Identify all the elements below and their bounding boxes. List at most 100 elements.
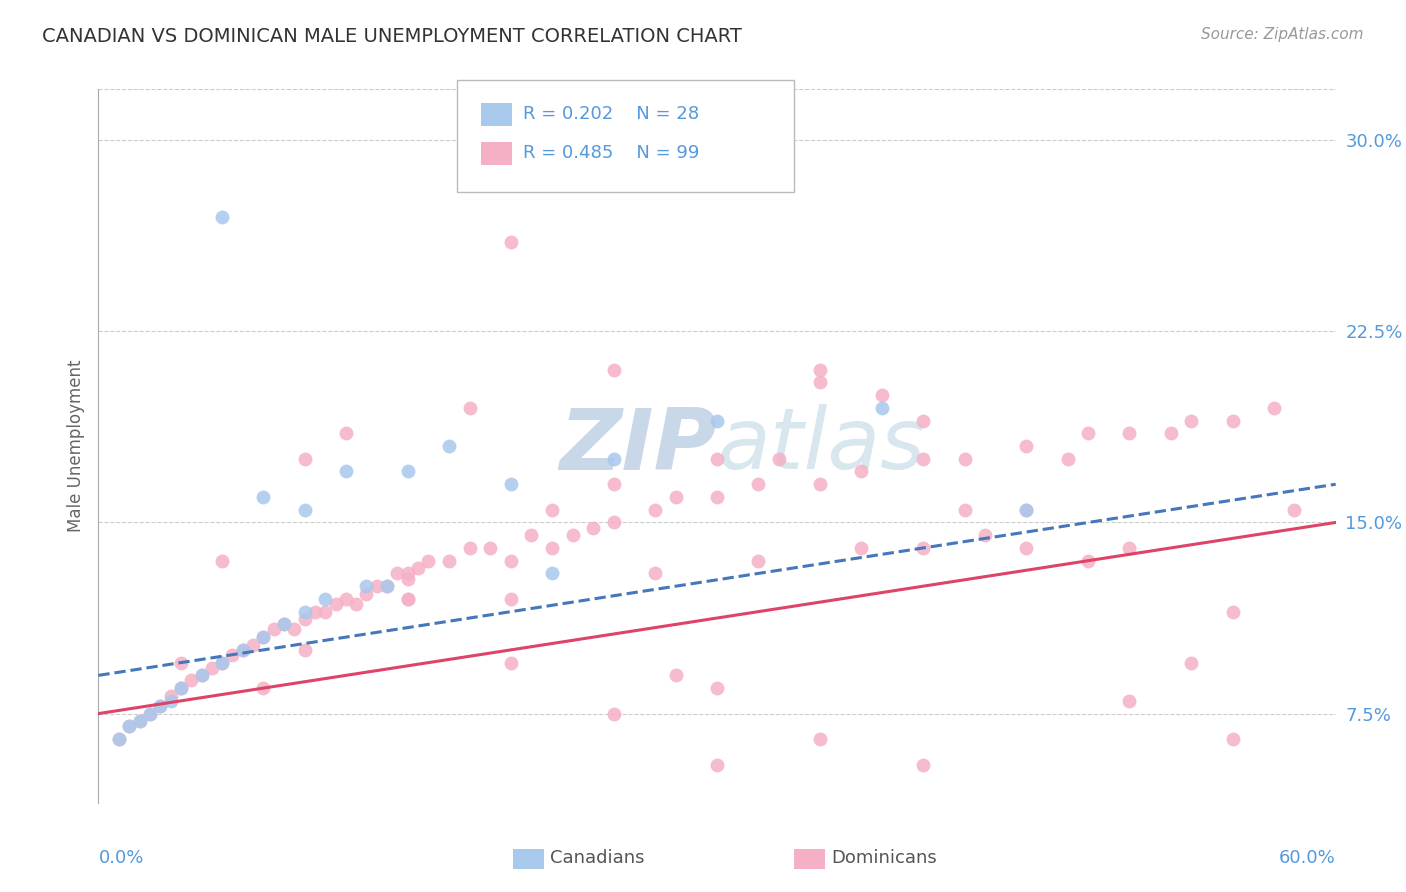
Point xyxy=(375,579,398,593)
Point xyxy=(273,617,295,632)
Point xyxy=(1263,401,1285,415)
Point xyxy=(211,210,233,224)
Point xyxy=(252,490,274,504)
Point xyxy=(252,630,274,644)
Point xyxy=(603,706,626,721)
Point xyxy=(211,554,233,568)
Point xyxy=(325,597,347,611)
Point xyxy=(396,465,419,479)
Point xyxy=(335,591,357,606)
Point xyxy=(458,541,481,555)
Text: R = 0.485    N = 99: R = 0.485 N = 99 xyxy=(523,145,699,162)
Point xyxy=(644,502,666,516)
Point xyxy=(314,591,336,606)
Point xyxy=(190,668,212,682)
Point xyxy=(499,477,522,491)
Point xyxy=(406,561,429,575)
Point xyxy=(396,591,419,606)
Point xyxy=(603,477,626,491)
Point xyxy=(458,401,481,415)
Point xyxy=(366,579,388,593)
Point xyxy=(541,541,564,555)
Point xyxy=(808,477,831,491)
Text: 0.0%: 0.0% xyxy=(98,848,143,867)
Point xyxy=(603,451,626,466)
Point xyxy=(242,638,264,652)
Point xyxy=(1222,732,1244,747)
Point xyxy=(108,732,131,747)
Point xyxy=(335,426,357,441)
Point xyxy=(768,451,790,466)
Point xyxy=(344,597,367,611)
Point xyxy=(1118,541,1140,555)
Point xyxy=(1015,541,1038,555)
Point xyxy=(808,362,831,376)
Point xyxy=(170,656,193,670)
Point xyxy=(201,661,224,675)
Point xyxy=(541,502,564,516)
Point xyxy=(706,757,728,772)
Point xyxy=(1180,413,1202,427)
Point xyxy=(747,554,769,568)
Point xyxy=(603,516,626,530)
Point xyxy=(396,572,419,586)
Text: Dominicans: Dominicans xyxy=(831,849,936,867)
Point xyxy=(1222,413,1244,427)
Point xyxy=(437,439,460,453)
Point xyxy=(582,520,605,534)
Point xyxy=(263,623,285,637)
Point xyxy=(118,719,141,733)
Text: 60.0%: 60.0% xyxy=(1279,848,1336,867)
Point xyxy=(437,554,460,568)
Point xyxy=(294,451,316,466)
Point xyxy=(912,451,935,466)
Point xyxy=(1015,502,1038,516)
Point xyxy=(396,591,419,606)
Point xyxy=(851,541,873,555)
Point xyxy=(170,681,193,695)
Point xyxy=(808,376,831,390)
Point xyxy=(418,554,440,568)
Point xyxy=(221,648,243,662)
Point xyxy=(108,732,131,747)
Point xyxy=(499,656,522,670)
Point xyxy=(304,605,326,619)
Point xyxy=(1077,426,1099,441)
Point xyxy=(273,617,295,632)
Point xyxy=(149,698,172,713)
Point xyxy=(170,681,193,695)
Point xyxy=(283,623,305,637)
Point xyxy=(499,591,522,606)
Point xyxy=(870,401,893,415)
Point xyxy=(974,528,997,542)
Point xyxy=(912,541,935,555)
Point xyxy=(499,235,522,249)
Point xyxy=(294,605,316,619)
Point xyxy=(232,643,254,657)
Point xyxy=(1160,426,1182,441)
Point xyxy=(541,566,564,581)
Point xyxy=(1118,694,1140,708)
Point xyxy=(953,502,976,516)
Point xyxy=(294,502,316,516)
Point xyxy=(211,656,233,670)
Point xyxy=(139,706,162,721)
Point xyxy=(706,681,728,695)
Text: CANADIAN VS DOMINICAN MALE UNEMPLOYMENT CORRELATION CHART: CANADIAN VS DOMINICAN MALE UNEMPLOYMENT … xyxy=(42,27,742,45)
Point xyxy=(499,554,522,568)
Point xyxy=(232,643,254,657)
Point xyxy=(159,694,181,708)
Point xyxy=(118,719,141,733)
Point xyxy=(665,668,688,682)
Point xyxy=(1056,451,1078,466)
Point xyxy=(1118,426,1140,441)
Point xyxy=(294,612,316,626)
Point xyxy=(912,757,935,772)
Point xyxy=(870,388,893,402)
Point xyxy=(479,541,502,555)
Point xyxy=(520,528,543,542)
Point xyxy=(387,566,409,581)
Point xyxy=(190,668,212,682)
Text: Canadians: Canadians xyxy=(550,849,644,867)
Point xyxy=(953,451,976,466)
